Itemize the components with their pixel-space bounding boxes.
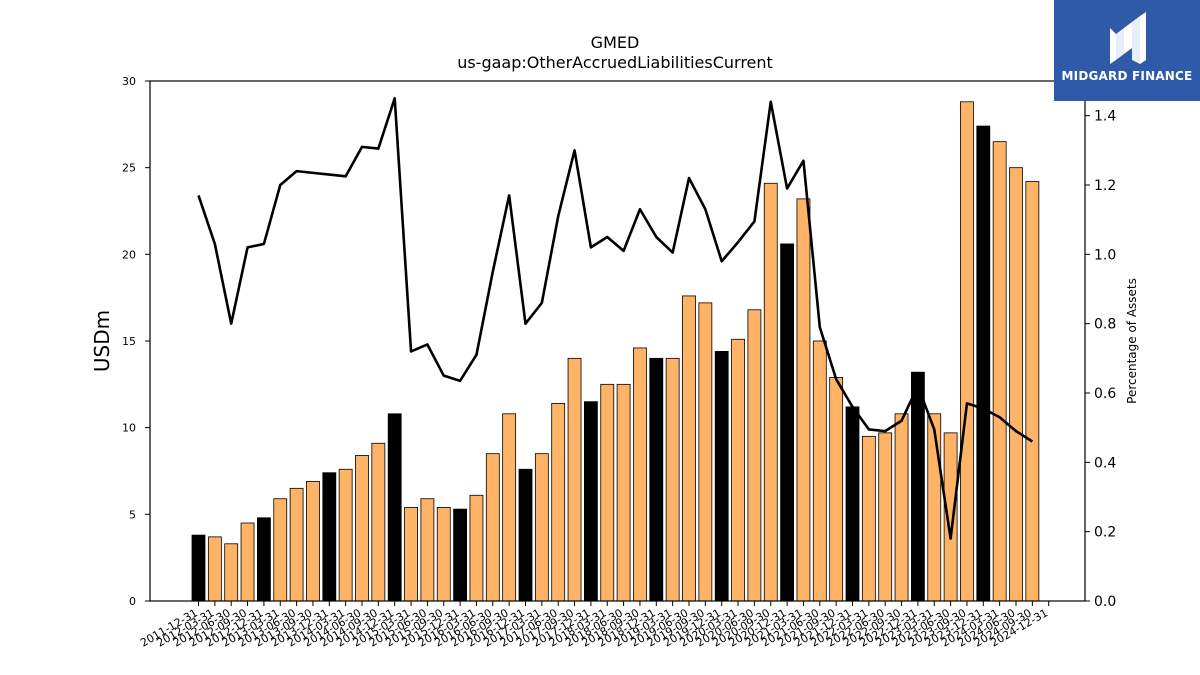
bar-2012-03-31	[207, 536, 222, 602]
bar-2023-03-31	[927, 413, 942, 602]
y-tick-label: 25	[122, 162, 136, 175]
bar-2012-06-30	[224, 543, 239, 602]
bar-2013-12-31	[322, 472, 337, 602]
y-tick-label: 20	[122, 248, 136, 261]
bar-2020-09-30	[763, 182, 778, 602]
bar-2014-09-30	[371, 442, 386, 602]
bar-2014-12-31	[387, 413, 402, 602]
bar-2021-06-30	[812, 340, 827, 602]
brand-logo: MIDGARD FINANCE	[1054, 0, 1200, 101]
midgard-logo-icon	[1110, 12, 1146, 64]
y-tick-label: 5	[129, 508, 136, 521]
right-axis: 0.0 0.2 0.4 0.6 0.8 1.0 1.2 1.4	[1085, 109, 1116, 610]
bar-2020-03-31	[731, 338, 745, 602]
bar-2022-09-30	[894, 413, 909, 602]
bar-2021-12-31	[845, 406, 860, 602]
y2-tick-label: 0.4	[1094, 455, 1116, 471]
bar-2020-12-31	[780, 243, 794, 602]
bar-2015-03-31	[404, 506, 418, 602]
bar-2017-09-30	[567, 357, 582, 602]
y2-axis-label: Percentage of Assets	[1125, 278, 1139, 404]
bar-2019-09-30	[698, 302, 713, 602]
y2-tick-label: 0.6	[1094, 386, 1116, 402]
bar-2018-03-31	[600, 383, 615, 602]
bar-2018-12-31	[649, 357, 664, 602]
bar-2018-06-30	[616, 383, 631, 602]
bar-2016-12-31	[518, 468, 533, 602]
bar-2022-06-30	[878, 432, 893, 602]
bar-2021-09-30	[829, 376, 844, 602]
bars-group	[191, 101, 1040, 602]
bar-2012-09-30	[240, 522, 255, 602]
y-tick-label: 10	[122, 422, 136, 435]
y2-tick-label: 0.0	[1094, 594, 1116, 610]
bar-2024-03-31	[992, 141, 1007, 602]
x-axis: 2011-12-312012-03-312012-06-302012-09-30…	[138, 601, 1050, 650]
bar-2015-06-30	[420, 498, 435, 602]
bar-2016-03-31	[469, 494, 484, 602]
bar-2024-06-30	[1009, 167, 1023, 602]
bar-2019-03-31	[665, 357, 680, 602]
series-line-pct-assets	[197, 97, 1034, 540]
bar-2018-09-30	[633, 347, 647, 602]
bar-2014-06-30	[355, 454, 369, 602]
y2-tick-label: 0.2	[1094, 525, 1116, 541]
bar-2019-06-30	[682, 295, 696, 602]
bar-2013-09-30	[306, 480, 320, 602]
bar-2015-09-30	[436, 506, 451, 602]
bar-2011-12-31	[191, 534, 206, 602]
bar-2013-06-30	[289, 487, 304, 602]
chart-title: GMED	[591, 33, 640, 52]
y-tick-label: 30	[122, 75, 136, 88]
bar-2019-12-31	[714, 350, 729, 602]
bar-2013-03-31	[273, 498, 288, 602]
y2-tick-label: 1.4	[1094, 109, 1116, 125]
bar-2017-12-31	[584, 401, 598, 602]
y2-tick-label: 1.2	[1094, 178, 1116, 194]
y-tick-label: 0	[129, 595, 136, 608]
bar-2016-09-30	[502, 413, 517, 602]
bar-2022-12-31	[911, 371, 925, 602]
bar-2017-06-30	[551, 402, 566, 602]
logo-text: MIDGARD FINANCE	[1061, 69, 1193, 83]
y-tick-label: 15	[122, 335, 136, 348]
left-axis: 0 5 10 15 20 25 30	[122, 75, 150, 608]
y2-tick-label: 0.8	[1094, 317, 1116, 333]
bar-2023-12-31	[976, 125, 991, 602]
bar-2021-03-31	[796, 198, 811, 602]
bar-2016-06-30	[485, 453, 500, 602]
y2-tick-label: 1.0	[1094, 247, 1116, 263]
bar-2017-03-31	[534, 453, 549, 602]
bar-2024-09-30	[1025, 181, 1040, 602]
bar-2020-06-30	[747, 309, 762, 602]
bar-2014-03-31	[338, 468, 353, 602]
y-axis-label: USDm	[90, 310, 114, 372]
bar-2015-12-31	[453, 508, 468, 602]
bar-2012-12-31	[256, 517, 271, 602]
chart-subtitle: us-gaap:OtherAccruedLiabilitiesCurrent	[457, 53, 773, 72]
bar-2023-09-30	[960, 101, 974, 602]
bar-2022-03-31	[861, 435, 876, 602]
line-group	[197, 97, 1034, 540]
